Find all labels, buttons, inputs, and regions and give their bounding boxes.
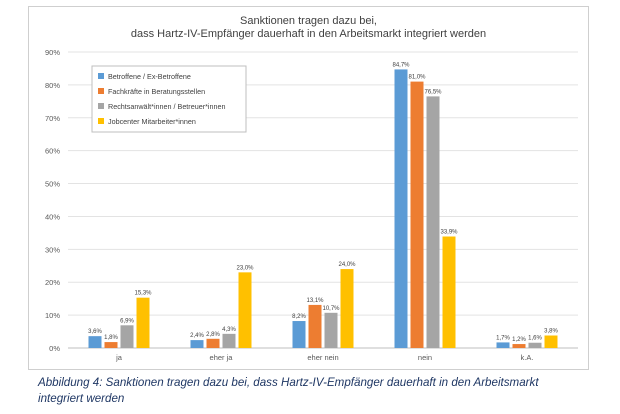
bar xyxy=(544,335,558,348)
bar xyxy=(512,344,526,348)
chart-title-line-2: dass Hartz-IV-Empfänger dauerhaft in den… xyxy=(130,28,487,40)
data-label: 13,1% xyxy=(306,298,324,304)
caption-line-1: Abbildung 4: Sanktionen tragen dazu bei,… xyxy=(38,376,539,389)
y-tick-label: 20% xyxy=(45,278,60,287)
data-label: 3,8% xyxy=(544,329,558,335)
bar xyxy=(528,342,542,348)
bar xyxy=(496,342,510,348)
y-tick-label: 50% xyxy=(45,180,60,189)
data-label: 8,2% xyxy=(292,314,306,320)
data-label: 1,6% xyxy=(528,336,542,342)
data-label: 3,6% xyxy=(88,329,102,335)
data-label: 10,7% xyxy=(322,306,340,312)
data-label: 84,7% xyxy=(392,62,410,68)
data-label: 24,0% xyxy=(338,262,356,268)
x-category-label: k.A. xyxy=(521,353,534,362)
y-tick-label: 90% xyxy=(45,48,60,57)
caption-line-2: integriert werden xyxy=(38,392,125,405)
bar xyxy=(394,69,408,348)
data-label: 2,8% xyxy=(206,332,220,338)
bar xyxy=(104,342,118,348)
data-label: 1,7% xyxy=(496,335,510,341)
y-tick-label: 30% xyxy=(45,245,60,254)
bar xyxy=(88,336,102,348)
data-label: 15,3% xyxy=(134,291,152,297)
chart-title-line-1: Sanktionen tragen dazu bei, xyxy=(240,15,377,27)
x-category-label: nein xyxy=(418,353,432,362)
data-label: 76,5% xyxy=(424,89,442,95)
y-tick-label: 80% xyxy=(45,81,60,90)
legend-label: Rechtsanwält*innen / Betreuer*innen xyxy=(108,102,225,111)
x-category-label: ja xyxy=(115,353,123,362)
legend-swatch xyxy=(98,73,104,79)
legend-label: Fachkräfte in Beratungsstellen xyxy=(108,87,205,96)
data-label: 23,0% xyxy=(236,265,254,271)
legend-swatch xyxy=(98,118,104,124)
bar xyxy=(324,312,338,348)
legend-box xyxy=(91,65,247,133)
bar xyxy=(308,304,322,348)
y-tick-label: 70% xyxy=(45,114,60,123)
bar xyxy=(120,325,134,348)
bar xyxy=(442,236,456,348)
data-label: 1,8% xyxy=(104,335,118,341)
bar xyxy=(410,81,424,348)
y-tick-label: 40% xyxy=(45,212,60,221)
figure-caption: Abbildung 4: Sanktionen tragen dazu bei,… xyxy=(38,375,613,407)
bar xyxy=(292,321,306,348)
data-label: 33,9% xyxy=(440,230,458,236)
x-category-label: eher ja xyxy=(210,353,234,362)
bar xyxy=(238,272,252,348)
y-tick-label: 60% xyxy=(45,147,60,156)
data-label: 4,3% xyxy=(222,327,236,333)
bar xyxy=(340,269,354,348)
bar xyxy=(190,340,204,348)
x-category-label: eher nein xyxy=(307,353,338,362)
data-label: 6,9% xyxy=(120,318,134,324)
legend-swatch xyxy=(98,103,104,109)
legend-label: Jobcenter Mitarbeiter*innen xyxy=(108,117,196,126)
legend-swatch xyxy=(98,88,104,94)
y-tick-label: 0% xyxy=(49,344,60,353)
bar xyxy=(136,297,150,348)
bar xyxy=(222,333,236,348)
data-label: 1,2% xyxy=(512,337,526,343)
data-label: 81,0% xyxy=(408,75,426,81)
y-tick-label: 10% xyxy=(45,311,60,320)
bar xyxy=(426,96,440,349)
legend-label: Betroffene / Ex-Betroffene xyxy=(108,72,191,81)
bar xyxy=(206,338,220,348)
data-label: 2,4% xyxy=(190,333,204,339)
